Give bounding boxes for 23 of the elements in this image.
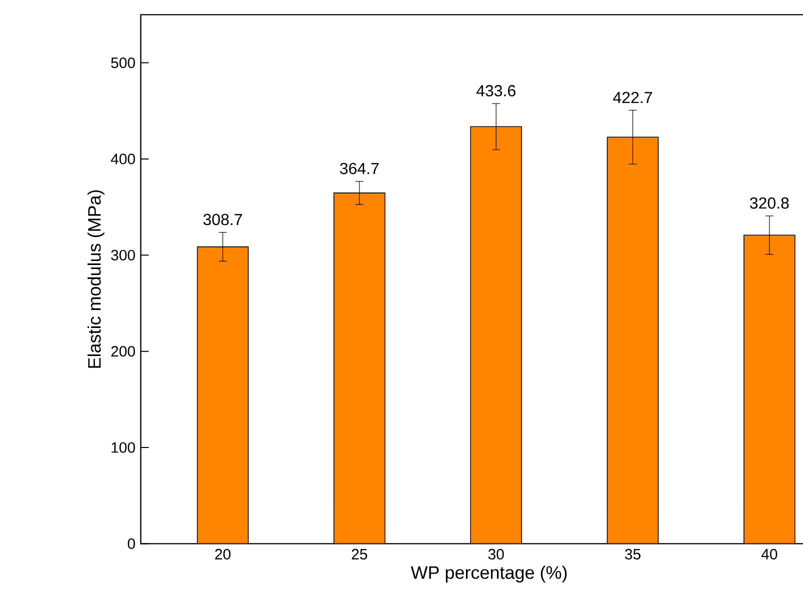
y-tick-label: 300 bbox=[111, 250, 135, 260]
bar bbox=[196, 246, 249, 544]
data-label: 422.7 bbox=[613, 92, 652, 104]
x-tick-label: 40 bbox=[761, 548, 778, 560]
bar bbox=[606, 136, 659, 544]
bar bbox=[334, 192, 386, 544]
data-label: 320.8 bbox=[750, 197, 789, 209]
y-tick-label: 0 bbox=[128, 538, 135, 549]
data-label: 364.7 bbox=[340, 162, 379, 174]
bar bbox=[470, 126, 522, 544]
bar bbox=[744, 234, 796, 544]
x-tick-label: 30 bbox=[488, 548, 504, 560]
y-axis-title: Elastic modulus (MPa) bbox=[88, 190, 104, 368]
y-tick-label: 400 bbox=[110, 154, 135, 164]
y-tick-label: 200 bbox=[111, 346, 135, 357]
x-axis-title: WP percentage (%) bbox=[410, 566, 567, 582]
data-label: 308.7 bbox=[203, 214, 242, 226]
x-tick-label: 35 bbox=[624, 548, 640, 560]
y-tick-label: 100 bbox=[112, 442, 135, 453]
x-tick-label: 20 bbox=[215, 548, 231, 560]
x-tick-label: 25 bbox=[352, 548, 368, 560]
y-tick-label: 500 bbox=[111, 57, 135, 68]
data-label: 433.6 bbox=[476, 85, 516, 96]
